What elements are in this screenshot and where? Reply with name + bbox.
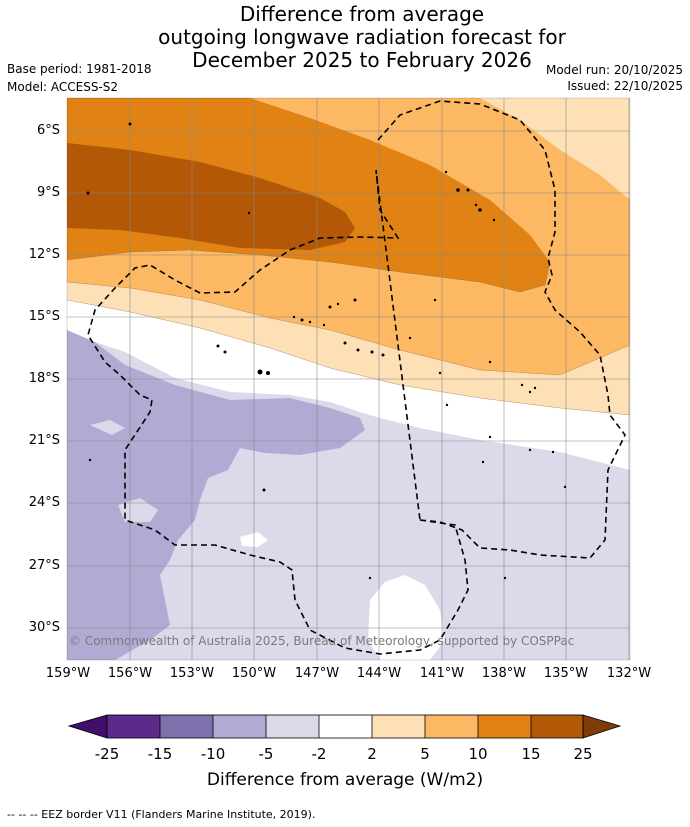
lon-label: 141°W — [419, 666, 465, 681]
colorbar-swatch-4 — [266, 715, 319, 738]
lon-label: 147°W — [294, 666, 340, 681]
region-band-minus10-minus5 — [67, 330, 365, 660]
colorbar-label: 15 — [521, 745, 541, 763]
colorbar — [67, 714, 622, 739]
colorbar-swatch-3 — [213, 715, 266, 738]
lon-label: 132°W — [606, 666, 652, 681]
region-band-minus2-2 — [67, 300, 630, 470]
region-hole-2 — [118, 498, 158, 522]
lat-label: 6°S — [36, 123, 60, 138]
model-run: Model run: 20/10/2025 — [545, 63, 683, 77]
lat-label: 9°S — [36, 185, 60, 200]
lat-label: 21°S — [28, 433, 60, 448]
islands — [86, 122, 567, 580]
base-period: Base period: 1981-2018 — [7, 62, 152, 76]
eez-border — [87, 100, 626, 655]
colorbar-label: 10 — [468, 745, 488, 763]
colorbar-swatch-5 — [319, 715, 372, 738]
region-hole-1 — [90, 420, 125, 435]
colorbar-title: Difference from average (W/m2) — [206, 770, 484, 790]
eez-legend: -- -- -- EEZ border V11 (Flanders Marine… — [7, 808, 316, 821]
lon-label: 156°W — [107, 666, 153, 681]
colorbar-extend-low — [67, 714, 108, 739]
lon-label: 138°W — [481, 666, 527, 681]
colorbar-label: 2 — [367, 745, 377, 763]
copyright-notice: © Commonwealth of Australia 2025, Bureau… — [69, 634, 575, 648]
colorbar-swatch-8 — [478, 715, 531, 738]
lon-label: 153°W — [169, 666, 215, 681]
colorbar-label: -2 — [311, 745, 327, 763]
map-frame — [66, 97, 631, 661]
lon-label: 150°W — [231, 666, 277, 681]
title-line-2: outgoing longwave radiation forecast for — [158, 25, 566, 49]
colorbar-extend-high — [582, 714, 622, 739]
grid-lines — [67, 98, 630, 660]
colorbar-label: 25 — [573, 745, 593, 763]
lat-label: 15°S — [28, 309, 60, 324]
lon-label: 135°W — [543, 666, 589, 681]
region-band-15-25 — [67, 143, 355, 250]
colorbar-swatch-9 — [531, 715, 583, 738]
colorbar-label: -25 — [94, 745, 120, 763]
colorbar-swatch-6 — [372, 715, 425, 738]
model-name: Model: ACCESS-S2 — [7, 80, 119, 94]
contour-lines — [67, 249, 630, 416]
region-white-patch-2 — [368, 575, 445, 660]
colorbar-swatch-1 — [107, 715, 160, 738]
colorbar-label: -10 — [200, 745, 226, 763]
colorbar-swatch-2 — [160, 715, 213, 738]
lat-label: 27°S — [28, 558, 60, 573]
title-line-1: Difference from average — [239, 2, 485, 26]
lat-label: 12°S — [28, 247, 60, 262]
lat-label: 24°S — [28, 495, 60, 510]
lat-label: 18°S — [28, 371, 60, 386]
lat-label: 30°S — [28, 620, 60, 635]
title-line-3: December 2025 to February 2026 — [192, 48, 532, 72]
colorbar-label: -5 — [258, 745, 274, 763]
issued-date: Issued: 22/10/2025 — [567, 79, 683, 93]
colorbar-swatch-7 — [425, 715, 478, 738]
map-area — [67, 98, 630, 660]
colorbar-label: -15 — [147, 745, 173, 763]
colorbar-label: 5 — [420, 745, 430, 763]
lon-label: 159°W — [45, 666, 91, 681]
lon-label: 144°W — [356, 666, 402, 681]
